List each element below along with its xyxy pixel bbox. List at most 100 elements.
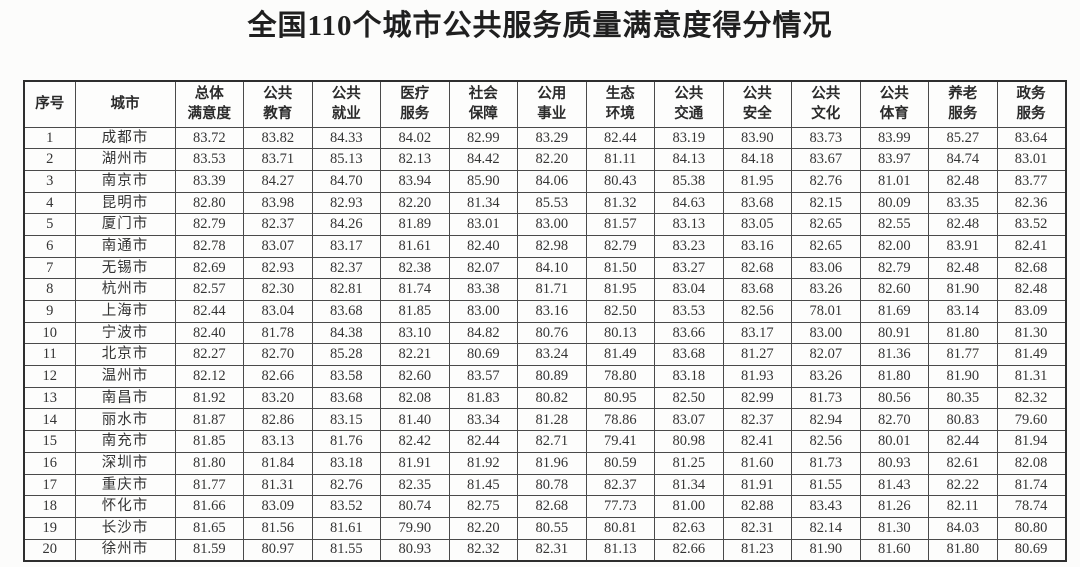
score-cell: 82.68 — [722, 256, 792, 280]
column-header: 生态 环境 — [585, 80, 655, 128]
score-cell: 81.01 — [859, 169, 929, 193]
rank-cell: 9 — [23, 300, 76, 323]
score-cell: 80.13 — [585, 321, 655, 345]
score-cell: 81.36 — [859, 343, 929, 367]
rank-cell: 1 — [23, 126, 76, 150]
score-cell: 83.68 — [654, 343, 724, 367]
score-cell: 81.60 — [722, 451, 792, 475]
score-cell: 80.69 — [996, 538, 1066, 562]
city-cell: 南充市 — [74, 430, 176, 453]
score-cell: 82.14 — [791, 516, 861, 540]
city-cell: 长沙市 — [74, 516, 176, 540]
score-cell: 83.06 — [791, 256, 861, 280]
score-cell: 81.27 — [722, 343, 792, 367]
score-cell: 81.69 — [859, 300, 929, 323]
table-row: 6 南通市 82.78 83.07 83.17 81.61 82.40 82.98 82.79 8… — [23, 234, 1066, 258]
score-cell: 83.04 — [654, 278, 724, 301]
score-cell: 83.72 — [174, 126, 244, 150]
table-row: 5 厦门市 82.79 82.37 84.26 81.89 83.01 83.00 81.57 8… — [23, 213, 1066, 236]
score-cell: 82.66 — [654, 538, 724, 562]
city-cell: 厦门市 — [74, 213, 176, 236]
score-cell: 81.28 — [517, 408, 587, 432]
score-cell: 80.09 — [859, 191, 929, 215]
score-cell: 82.76 — [791, 169, 861, 193]
rank-cell: 15 — [23, 430, 76, 453]
score-cell: 81.80 — [928, 538, 998, 562]
score-cell: 85.28 — [311, 343, 381, 367]
score-cell: 82.81 — [311, 278, 381, 301]
score-cell: 83.17 — [722, 321, 792, 345]
score-cell: 81.83 — [448, 386, 518, 410]
score-cell: 80.93 — [380, 538, 450, 562]
score-cell: 83.15 — [311, 408, 381, 432]
score-cell: 83.68 — [311, 386, 381, 410]
score-cell: 84.18 — [722, 148, 792, 171]
city-cell: 温州市 — [74, 365, 176, 388]
score-cell: 79.60 — [996, 408, 1066, 432]
score-cell: 84.03 — [928, 516, 998, 540]
score-cell: 82.13 — [380, 148, 450, 171]
score-cell: 82.22 — [928, 473, 998, 497]
score-cell: 79.41 — [585, 430, 655, 453]
score-cell: 83.29 — [517, 126, 587, 150]
score-cell: 78.74 — [996, 495, 1066, 518]
score-cell: 81.60 — [859, 538, 929, 562]
score-cell: 83.13 — [243, 430, 313, 453]
score-cell: 82.40 — [174, 321, 244, 345]
score-cell: 82.50 — [654, 386, 724, 410]
score-cell: 81.94 — [996, 430, 1066, 453]
score-cell: 84.38 — [311, 321, 381, 345]
score-cell: 80.89 — [517, 365, 587, 388]
score-cell: 83.66 — [654, 321, 724, 345]
score-cell: 81.71 — [517, 278, 587, 301]
city-cell: 徐州市 — [74, 538, 176, 562]
score-cell: 82.70 — [243, 343, 313, 367]
city-cell: 杭州市 — [74, 278, 176, 301]
score-cell: 82.27 — [174, 343, 244, 367]
score-cell: 82.80 — [174, 191, 244, 215]
score-cell: 81.49 — [585, 343, 655, 367]
score-cell: 80.91 — [859, 321, 929, 345]
score-cell: 81.30 — [996, 321, 1066, 345]
score-cell: 80.55 — [517, 516, 587, 540]
rank-cell: 2 — [23, 148, 76, 171]
score-cell: 83.67 — [791, 148, 861, 171]
city-cell: 宁波市 — [74, 321, 176, 345]
score-cell: 82.56 — [791, 430, 861, 453]
score-cell: 82.75 — [448, 495, 518, 518]
score-cell: 81.90 — [791, 538, 861, 562]
score-cell: 81.84 — [243, 451, 313, 475]
score-cell: 81.25 — [654, 451, 724, 475]
score-cell: 81.49 — [996, 343, 1066, 367]
rank-cell: 6 — [23, 234, 76, 258]
column-header: 公共 交通 — [654, 80, 724, 128]
score-cell: 82.79 — [585, 234, 655, 258]
score-cell: 81.73 — [791, 451, 861, 475]
score-cell: 81.80 — [928, 321, 998, 345]
score-cell: 82.76 — [311, 473, 381, 497]
table-row: 3 南京市 83.39 84.27 84.70 83.94 85.90 84.06 80.43 8… — [23, 169, 1066, 193]
city-cell: 重庆市 — [74, 473, 176, 497]
table-row: 2 湖州市 83.53 83.71 85.13 82.13 84.42 82.20 81.11 8… — [23, 148, 1066, 171]
city-cell: 南京市 — [74, 169, 176, 193]
score-cell: 81.80 — [174, 451, 244, 475]
score-cell: 82.93 — [243, 256, 313, 280]
score-cell: 80.56 — [859, 386, 929, 410]
column-header: 序号 — [23, 80, 76, 128]
score-cell: 83.34 — [448, 408, 518, 432]
column-header: 公共 体育 — [859, 80, 929, 128]
score-cell: 83.19 — [654, 126, 724, 150]
rank-cell: 14 — [23, 408, 76, 432]
score-cell: 84.42 — [448, 148, 518, 171]
column-header: 公共 安全 — [722, 80, 792, 128]
score-cell: 83.68 — [311, 300, 381, 323]
score-cell: 81.87 — [174, 408, 244, 432]
rank-cell: 16 — [23, 451, 76, 475]
score-cell: 81.55 — [311, 538, 381, 562]
score-cell: 82.78 — [174, 234, 244, 258]
score-cell: 81.23 — [722, 538, 792, 562]
table-row: 7 无锡市 82.69 82.93 82.37 82.38 82.07 84.10 81.50 8… — [23, 256, 1066, 280]
rank-cell: 18 — [23, 495, 76, 518]
rank-cell: 20 — [23, 538, 76, 562]
score-cell: 81.30 — [859, 516, 929, 540]
